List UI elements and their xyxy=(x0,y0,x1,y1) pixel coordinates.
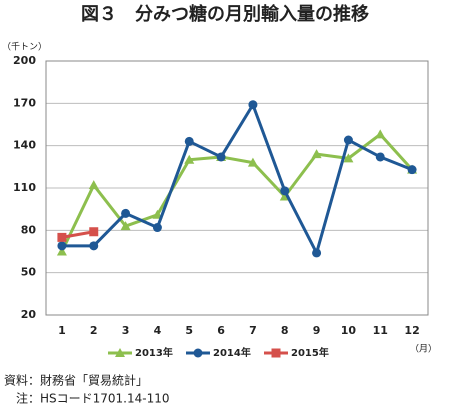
data-point xyxy=(247,157,258,167)
data-point xyxy=(120,221,131,231)
x-tick-label: 8 xyxy=(281,324,289,337)
data-point xyxy=(121,208,131,218)
x-tick-label: 9 xyxy=(313,324,321,337)
legend-marker xyxy=(193,348,203,358)
y-tick-label: 110 xyxy=(13,181,36,194)
chart-title: 図３ 分みつ糖の月別輸入量の推移 xyxy=(81,3,369,25)
data-point xyxy=(343,135,353,145)
legend-marker xyxy=(115,348,125,357)
data-point xyxy=(216,152,226,162)
data-point xyxy=(407,165,417,175)
x-tick-label: 12 xyxy=(404,324,419,337)
x-tick-label: 5 xyxy=(185,324,193,337)
data-point xyxy=(152,223,162,233)
data-point xyxy=(375,129,386,139)
plot-frame xyxy=(45,60,429,316)
x-tick-label: 2 xyxy=(90,324,98,337)
data-point xyxy=(343,153,354,163)
y-tick-label: 50 xyxy=(21,266,37,279)
legend-marker xyxy=(271,348,281,358)
series-line xyxy=(61,103,413,255)
data-point xyxy=(311,149,322,159)
legend-label: 2015年 xyxy=(291,346,329,359)
data-point xyxy=(89,241,99,251)
y-unit: （千トン） xyxy=(2,42,47,53)
data-point xyxy=(248,100,258,110)
x-tick-label: 1 xyxy=(58,324,66,337)
note: 注：HSコード1701.14-110 xyxy=(4,391,170,406)
data-point xyxy=(88,180,99,190)
legend-label: 2014年 xyxy=(213,346,251,359)
data-point xyxy=(89,227,99,237)
data-point xyxy=(57,241,67,251)
y-tick-label: 200 xyxy=(13,54,36,67)
y-tick-label: 140 xyxy=(13,139,36,152)
x-tick-label: 3 xyxy=(122,324,130,337)
data-point xyxy=(280,186,290,196)
x-tick-label: 6 xyxy=(217,324,225,337)
legend-label: 2013年 xyxy=(135,346,173,359)
y-tick-label: 20 xyxy=(21,308,37,321)
series-line xyxy=(61,230,95,239)
x-unit: （月） xyxy=(410,344,437,355)
note: 資料：財務省「貿易統計」 xyxy=(4,373,148,388)
data-point xyxy=(184,136,194,146)
x-tick-label: 10 xyxy=(341,324,357,337)
series-line xyxy=(60,132,414,253)
x-tick-label: 7 xyxy=(249,324,257,337)
x-tick-label: 11 xyxy=(373,324,388,337)
data-point xyxy=(375,152,385,162)
y-tick-label: 170 xyxy=(13,96,36,109)
data-point xyxy=(56,246,67,256)
data-point xyxy=(312,248,322,258)
data-point xyxy=(184,154,195,164)
y-tick-label: 80 xyxy=(21,223,37,236)
data-point xyxy=(57,232,67,242)
x-tick-label: 4 xyxy=(154,324,162,337)
